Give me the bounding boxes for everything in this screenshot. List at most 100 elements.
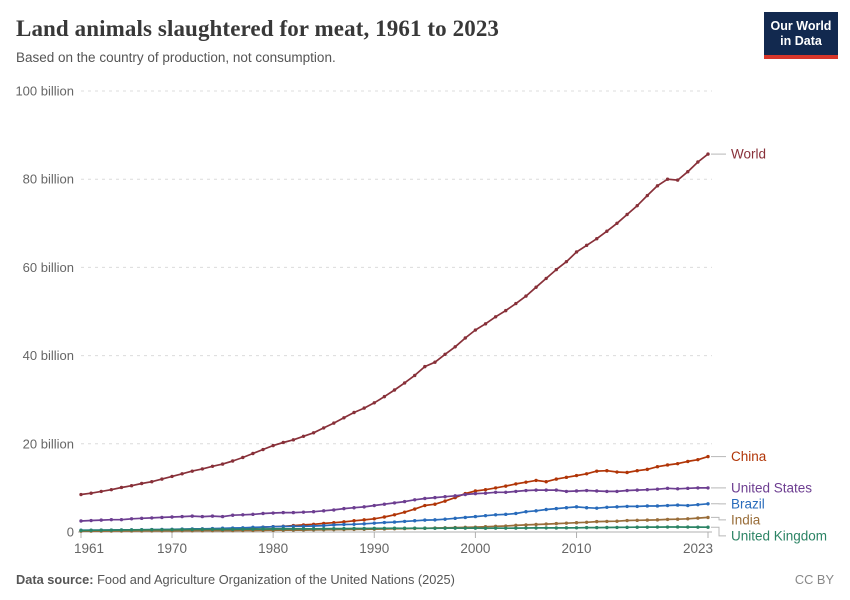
data-point <box>463 492 467 497</box>
data-point <box>230 527 235 531</box>
data-point <box>524 510 528 514</box>
data-point <box>342 520 346 524</box>
data-point <box>251 451 255 456</box>
data-point <box>79 492 83 497</box>
x-tick-label: 1970 <box>157 541 187 556</box>
data-point <box>605 519 609 524</box>
data-point <box>544 526 548 530</box>
data-point <box>301 510 306 514</box>
owid-logo-text: Our World in Data <box>770 19 832 48</box>
data-point <box>615 525 619 530</box>
data-point <box>402 526 407 530</box>
data-point <box>261 511 265 516</box>
data-point <box>402 381 407 385</box>
data-point <box>584 506 589 510</box>
data-point <box>696 486 700 490</box>
x-tick-label: 2010 <box>562 541 592 556</box>
chart-footer: Data source: Food and Agriculture Organi… <box>16 572 834 587</box>
data-point <box>595 506 599 510</box>
data-point <box>453 526 457 530</box>
data-point <box>473 491 478 496</box>
data-point <box>352 526 356 531</box>
data-point <box>160 527 164 532</box>
data-point <box>423 503 427 508</box>
data-point <box>655 487 660 491</box>
data-point <box>625 525 629 530</box>
data-point <box>696 502 700 507</box>
data-point <box>564 521 569 525</box>
data-point <box>574 473 579 478</box>
data-point <box>675 525 680 529</box>
data-point <box>665 517 670 522</box>
data-point <box>170 515 174 519</box>
data-point <box>544 488 548 492</box>
data-point <box>443 352 447 356</box>
data-point <box>665 486 670 491</box>
data-point <box>524 294 528 298</box>
data-point <box>706 152 710 156</box>
data-point <box>463 336 467 340</box>
data-point <box>271 527 275 531</box>
gridlines: 0 20 billion 40 billion 60 billion 80 billio… <box>15 84 712 540</box>
data-point <box>493 315 498 319</box>
data-point <box>584 243 589 248</box>
data-point <box>271 443 275 448</box>
data-point <box>605 469 609 473</box>
data-point <box>595 519 599 524</box>
y-tick-label: 60 billion <box>23 260 74 275</box>
data-point <box>473 526 478 530</box>
data-point <box>473 489 478 493</box>
x-tick-label: 1961 <box>74 541 104 556</box>
y-tick-label: 20 billion <box>23 436 74 451</box>
data-point <box>635 504 639 509</box>
owid-logo-stripe <box>764 55 838 59</box>
data-point <box>453 494 457 498</box>
data-point <box>493 486 498 490</box>
data-point <box>564 475 569 480</box>
x-tick-label: 2023 <box>683 541 713 556</box>
data-point <box>473 328 478 332</box>
owid-logo: Our World in Data <box>764 12 838 59</box>
data-point <box>554 477 559 481</box>
data-point <box>584 472 589 476</box>
data-point <box>584 525 589 530</box>
data-point <box>413 526 417 530</box>
data-point <box>392 501 397 505</box>
y-tick-label: 0 <box>67 525 74 540</box>
data-point <box>79 519 83 523</box>
data-point <box>675 461 680 466</box>
data-point <box>605 489 609 494</box>
data-point <box>190 514 194 518</box>
series-label-world: World <box>731 147 766 162</box>
data-point <box>696 525 700 529</box>
series-label-united-states: United States <box>731 480 812 495</box>
data-point <box>706 454 710 459</box>
data-point <box>281 510 285 515</box>
data-point <box>352 519 356 523</box>
data-point <box>463 515 467 520</box>
data-point <box>645 467 650 472</box>
data-point <box>584 488 589 493</box>
y-tick-label: 40 billion <box>23 348 74 363</box>
data-point <box>493 490 498 495</box>
data-point <box>625 212 629 217</box>
data-point <box>544 522 548 526</box>
data-point <box>554 521 559 526</box>
series-end-labels: World China United StatesBrazilIndiaUnited… <box>711 147 827 543</box>
data-point <box>524 480 528 484</box>
data-point <box>483 487 488 492</box>
data-point <box>291 438 296 442</box>
data-point <box>554 506 559 511</box>
data-point <box>119 528 124 532</box>
data-point <box>615 470 619 474</box>
data-point <box>574 250 579 254</box>
y-tick-label: 100 billion <box>15 84 74 99</box>
data-point <box>301 434 306 439</box>
data-source-label: Data source: <box>16 572 94 587</box>
data-point <box>544 507 548 512</box>
data-point <box>402 510 407 514</box>
data-point <box>534 526 538 530</box>
data-point <box>645 504 650 508</box>
data-point <box>686 486 690 491</box>
